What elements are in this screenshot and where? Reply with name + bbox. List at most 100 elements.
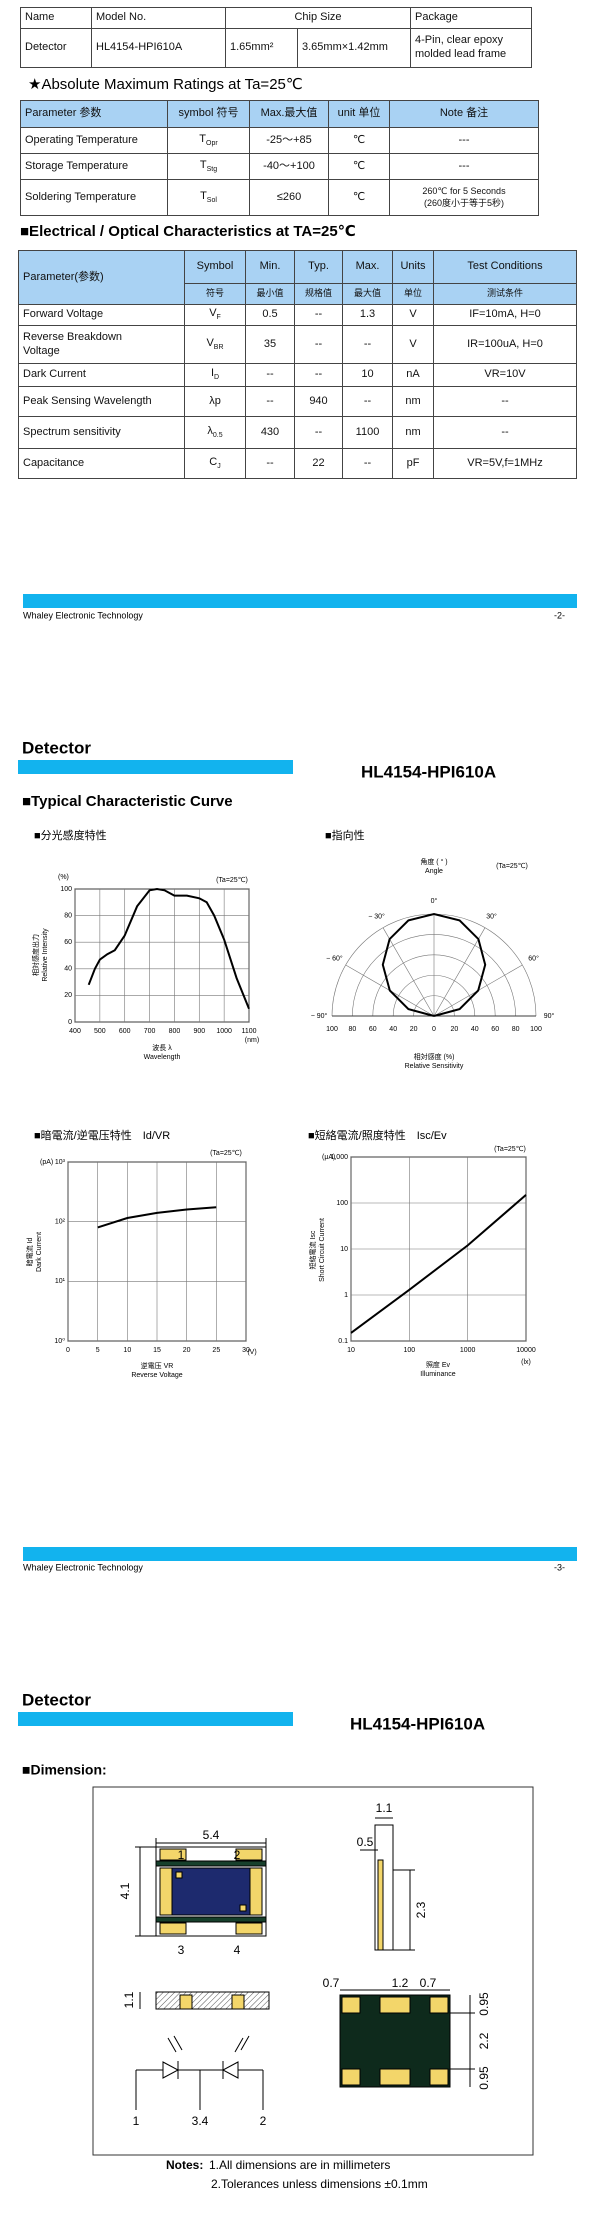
x-tick-label: 600 [119,1028,131,1035]
dimension-label: 4.1 [118,1882,132,1899]
r-tick-label: 100 [530,1026,542,1033]
bond-pad [239,1904,247,1912]
table-cell: IR=100uA, H=0 [433,325,577,364]
table-cell: -- [245,386,295,417]
table-cell: VF [184,304,246,326]
r-axis-label: Relative Sensitivity [405,1063,464,1070]
table-cell: Symbol [184,250,246,284]
r-tick-label: 20 [410,1026,418,1033]
table-cell: HL4154-HPI610A [91,28,226,68]
y-tick-label: 100 [336,1200,348,1207]
table-row: Operating Temperature TOpr -25～+85 ℃ --- [20,127,539,154]
table-cell: Test Conditions [433,250,577,284]
table-body: Name Model No. Chip Size Package Detector HL4… [20,7,533,68]
x-axis-label: 照度 Ev [426,1360,451,1369]
r-tick-label: 0 [432,1026,436,1033]
table-row: Name Model No. Chip Size Package [20,7,533,29]
angle-tick-label: − 60° [326,954,343,962]
table-cell: Parameter(参数) [18,250,185,305]
table-cell: Typ. [294,250,343,284]
symbol: V [206,336,214,349]
table-cell: Note 备注 [389,100,539,128]
x-axis-label: Wavelength [144,1054,181,1061]
x-tick-label: 500 [94,1028,106,1035]
pad [379,1996,411,2014]
y-tick-label: 10 [340,1246,348,1253]
x-unit: (V) [247,1349,256,1356]
cell-line: Voltage [23,344,60,357]
y-tick-label: 10² [55,1219,66,1226]
note: 2.Tolerances unless dimensions ±0.1mm [211,2177,428,2191]
table-row: Capacitance CJ -- 22 -- pF VR=5V,f=1MHz [18,448,577,479]
x-unit: (lx) [521,1359,531,1366]
dimension-label: 2.2 [477,2032,491,2049]
dimension-label: 1.2 [392,1976,409,1990]
table-cell: --- [389,127,539,154]
pad [159,1848,187,1861]
table-cell: Dark Current [18,363,185,387]
table-cell: ℃ [328,127,390,154]
data-table: Name Model No. Chip Size Package Detector HL4… [20,7,533,68]
symbol: C [209,455,218,468]
table-cell: -- [342,386,393,417]
table-cell: unit 单位 [328,100,390,128]
r-tick-label: 80 [512,1026,520,1033]
lead [179,1994,193,2010]
pad-view [339,1989,475,2088]
table-cell: 规格值 [294,283,343,305]
y-unit: (μA) [322,1154,335,1161]
table-cell: ≤260 [249,179,329,216]
curve [87,887,250,1010]
table-cell: 3.65mm×1.42mm [296,28,412,68]
table-row: Detector HL4154-HPI610A 1.65mm² 3.65mm×1.42… [20,28,533,68]
table-cell: -- [294,325,343,364]
y-tick-label: 60 [64,939,72,946]
top-view [135,1838,267,1937]
table-cell: 4-Pin, clear epoxy molded lead frame [410,28,533,68]
band [155,1860,267,1867]
symbol-sub: Opr [206,139,218,147]
dimension-label: 0.95 [477,1992,491,2016]
symbol-sub: Stg [206,165,218,173]
r-tick-label: 20 [451,1026,459,1033]
table-cell: 最小值 [245,283,295,305]
table-cell: -- [433,416,577,449]
chart-note: (Ta=25℃) [496,863,528,870]
chart-title: ■暗電流/逆電压特性 Id/VR [34,1128,170,1142]
note: 1.All dimensions are in millimeters [209,2158,390,2172]
table-cell: 940 [294,386,343,417]
y-tick-label: 10⁰ [54,1337,65,1345]
table-cell: Operating Temperature [20,127,168,154]
cell-line: 260℃ for 5 Seconds [422,186,506,197]
table-cell: ID [184,363,246,387]
symbol: λ [207,424,213,437]
pad [249,1867,263,1916]
table-cell: V [392,325,434,364]
table-cell: Detector [20,28,92,68]
r-tick-label: 40 [471,1026,479,1033]
x-tick-label: 15 [153,1347,161,1354]
x-axis-label: 逆電压 VR [141,1361,174,1370]
table-cell: -- [342,448,393,479]
body [155,1991,270,2010]
dimension-label: 2 [260,2114,267,2128]
x-tick-label: 800 [169,1028,181,1035]
x-tick-label: 30 [242,1347,250,1354]
table-cell: nm [392,416,434,449]
diode [162,2061,180,2079]
x-tick-label: 1100 [241,1028,256,1035]
table-cell: Soldering Temperature [20,179,168,216]
y-axis-label: 短絡電流 Isc [308,1230,317,1269]
x-tick-label: 10 [123,1347,131,1354]
y-tick-label: 10¹ [55,1278,66,1285]
symbol: T [199,158,207,171]
symbol: V [209,307,217,320]
table-cell: ℃ [328,153,390,180]
table-cell: -- [294,363,343,387]
pad [341,2068,361,2086]
dimension-label: 0.7 [420,1976,437,1990]
footer-company: Whaley Electronic Technology [23,610,143,620]
pad [159,1922,187,1935]
dimension-frame [92,1786,534,2156]
